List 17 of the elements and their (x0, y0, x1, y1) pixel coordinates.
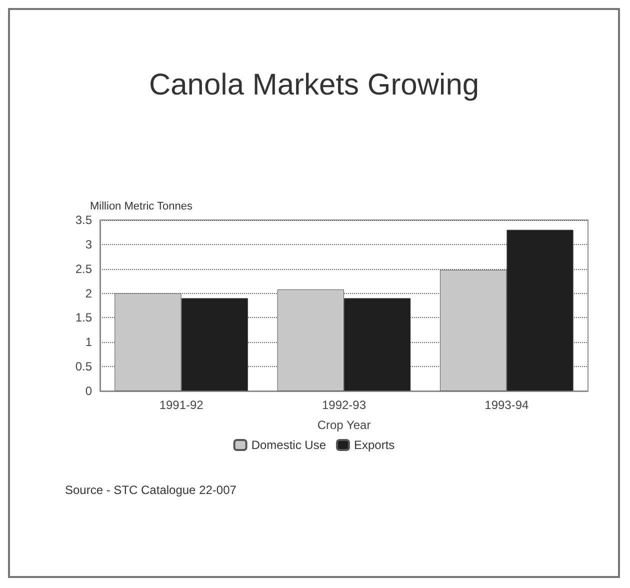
y-tick-label: 2.5 (75, 262, 92, 276)
x-tick-label: 1992-93 (322, 398, 366, 412)
y-tick-label: 1 (85, 335, 92, 350)
y-tick-label: 0 (85, 384, 92, 398)
y-tick-label: 3 (85, 237, 92, 252)
y-tick-label: 1.5 (75, 310, 92, 325)
x-tick-label: 1991-92 (159, 398, 204, 412)
y-tick-label: 0.5 (75, 360, 92, 374)
y-axis-title: Million Metric Tonnes (90, 200, 193, 212)
source-note: Source - STC Catalogue 22-007 (65, 483, 237, 497)
legend-label: Exports (354, 438, 395, 452)
x-tick-label: 1993-94 (484, 398, 530, 412)
x-axis-title: Crop Year (317, 418, 371, 432)
chart-title: Canola Markets Growing (148, 68, 480, 102)
y-tick-label: 3.5 (75, 213, 92, 227)
legend-label: Domestic Use (251, 438, 326, 452)
y-tick-label: 2 (85, 286, 92, 300)
